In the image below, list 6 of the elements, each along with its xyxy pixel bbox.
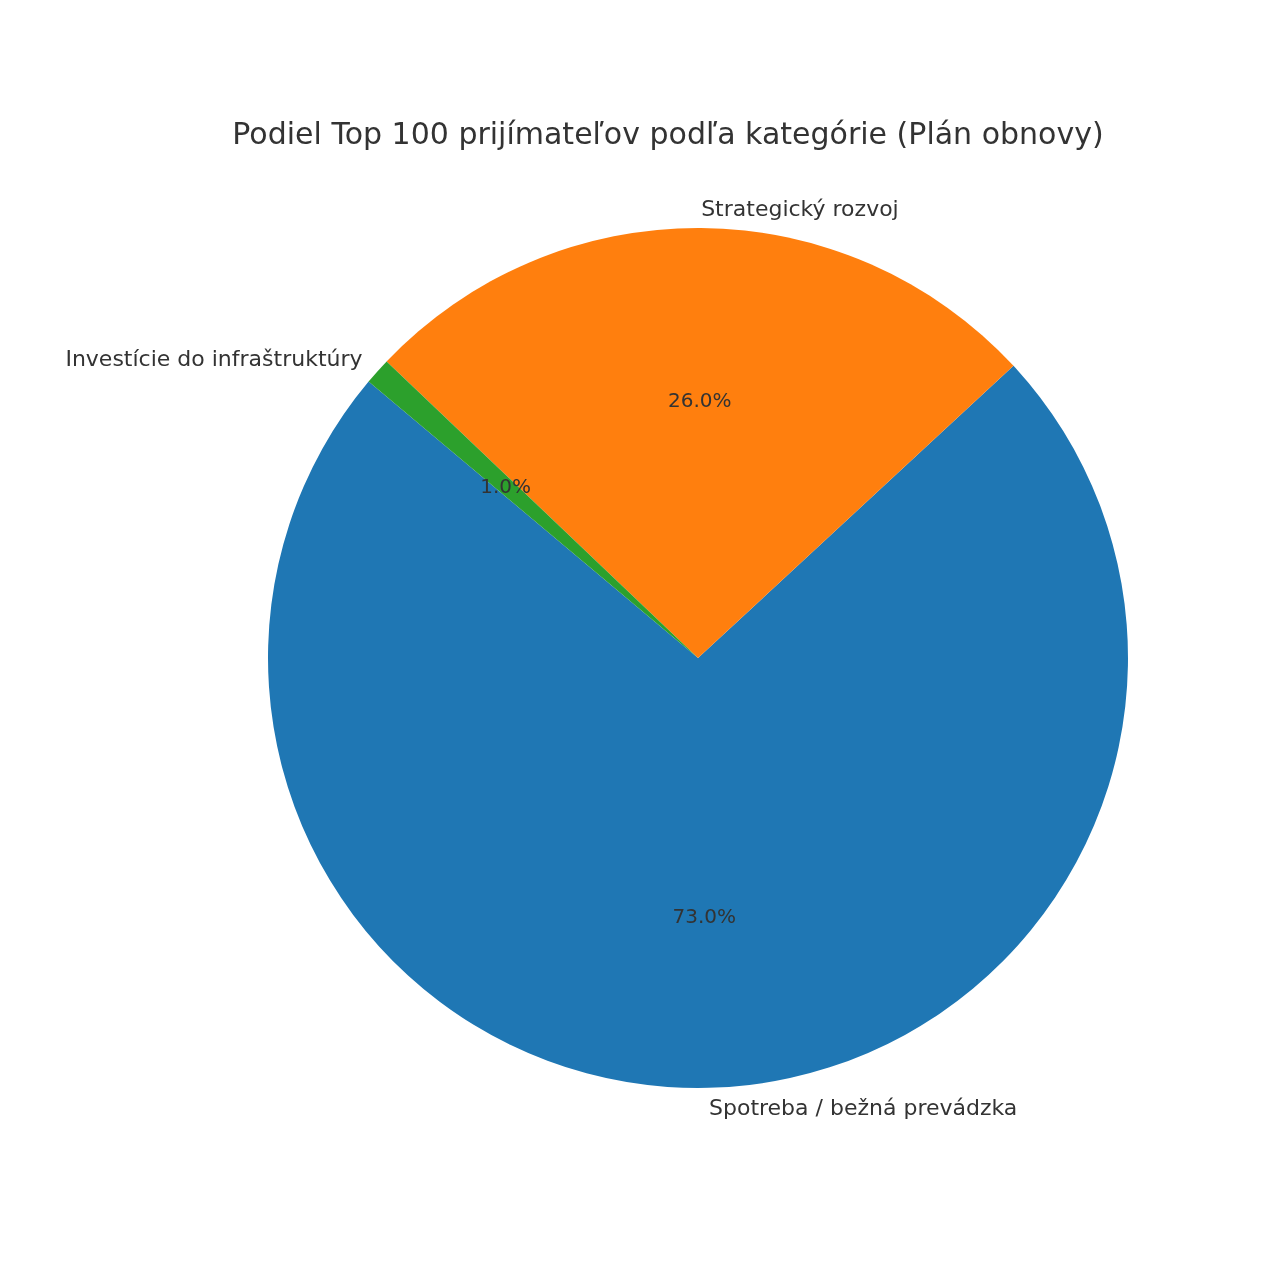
slice-label: Strategický rozvoj — [701, 195, 899, 221]
slice-label: Spotreba / bežná prevádzka — [708, 1095, 1018, 1121]
slice-label: Investície do infraštruktúry — [65, 345, 363, 371]
chart-title: Podiel Top 100 prijímateľov podľa kategórie (Plán obnovy) — [232, 115, 1104, 151]
data-label: 73.0% — [672, 903, 737, 928]
data-label: 26.0% — [668, 388, 732, 413]
